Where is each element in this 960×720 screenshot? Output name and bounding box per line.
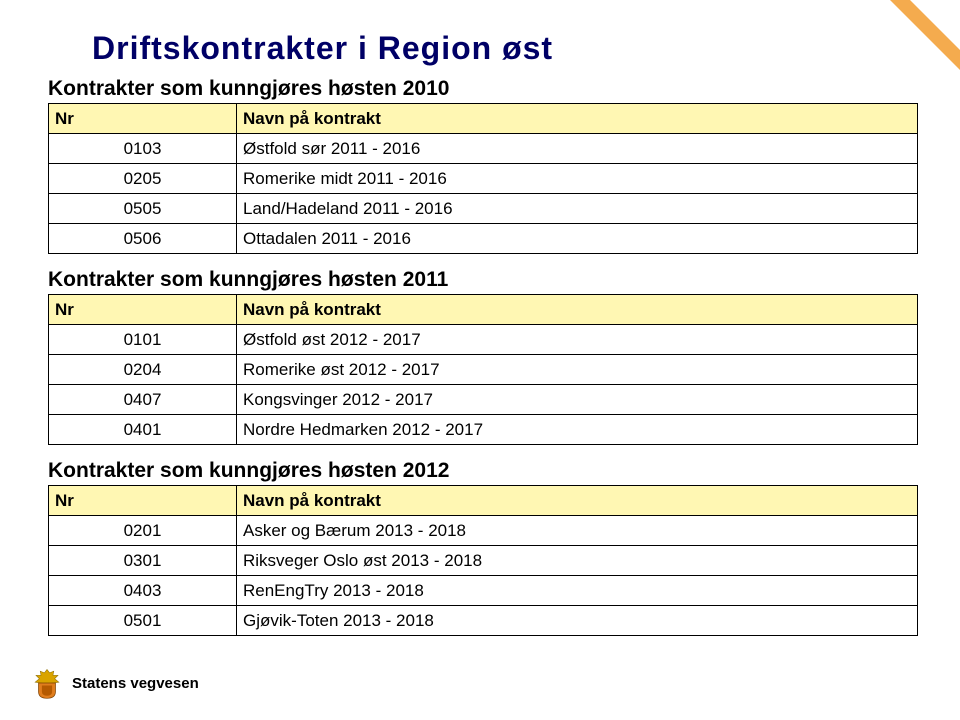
- cell-nr: 0301: [49, 546, 237, 576]
- table-row: 0301Riksveger Oslo øst 2013 - 2018: [49, 546, 918, 576]
- cell-name: Romerike øst 2012 - 2017: [237, 355, 918, 385]
- cell-name: Østfold sør 2011 - 2016: [237, 134, 918, 164]
- table-row: 0201Asker og Bærum 2013 - 2018: [49, 516, 918, 546]
- header-nr: Nr: [49, 295, 237, 325]
- contracts-table: Nr Navn på kontrakt 0103Østfold sør 2011…: [48, 103, 918, 254]
- contracts-table: Nr Navn på kontrakt 0101Østfold øst 2012…: [48, 294, 918, 445]
- slide: Driftskontrakter i Region øst Kontrakter…: [0, 0, 960, 720]
- cell-nr: 0201: [49, 516, 237, 546]
- cell-name: Gjøvik-Toten 2013 - 2018: [237, 606, 918, 636]
- cell-name: Riksveger Oslo øst 2013 - 2018: [237, 546, 918, 576]
- section-heading: Kontrakter som kunngjøres høsten 2010: [48, 77, 912, 101]
- table-row: 0506Ottadalen 2011 - 2016: [49, 224, 918, 254]
- cell-nr: 0204: [49, 355, 237, 385]
- cell-nr: 0103: [49, 134, 237, 164]
- header-name: Navn på kontrakt: [237, 295, 918, 325]
- cell-name: Østfold øst 2012 - 2017: [237, 325, 918, 355]
- table-row: 0501Gjøvik-Toten 2013 - 2018: [49, 606, 918, 636]
- cell-nr: 0407: [49, 385, 237, 415]
- corner-accent-inner: [910, 0, 960, 50]
- cell-nr: 0501: [49, 606, 237, 636]
- footer-org-name: Statens vegvesen: [72, 675, 199, 692]
- section-heading: Kontrakter som kunngjøres høsten 2012: [48, 459, 912, 483]
- cell-name: Kongsvinger 2012 - 2017: [237, 385, 918, 415]
- cell-nr: 0506: [49, 224, 237, 254]
- cell-name: Ottadalen 2011 - 2016: [237, 224, 918, 254]
- table-row: 0205Romerike midt 2011 - 2016: [49, 164, 918, 194]
- table-row: 0505Land/Hadeland 2011 - 2016: [49, 194, 918, 224]
- table-row: 0401Nordre Hedmarken 2012 - 2017: [49, 415, 918, 445]
- header-nr: Nr: [49, 486, 237, 516]
- cell-nr: 0505: [49, 194, 237, 224]
- section-heading: Kontrakter som kunngjøres høsten 2011: [48, 268, 912, 292]
- cell-nr: 0401: [49, 415, 237, 445]
- table-header-row: Nr Navn på kontrakt: [49, 295, 918, 325]
- cell-name: Nordre Hedmarken 2012 - 2017: [237, 415, 918, 445]
- contracts-table: Nr Navn på kontrakt 0201Asker og Bærum 2…: [48, 485, 918, 636]
- footer-logo: Statens vegvesen: [30, 666, 199, 700]
- table-row: 0407Kongsvinger 2012 - 2017: [49, 385, 918, 415]
- table-header-row: Nr Navn på kontrakt: [49, 486, 918, 516]
- cell-name: Asker og Bærum 2013 - 2018: [237, 516, 918, 546]
- cell-nr: 0403: [49, 576, 237, 606]
- table-header-row: Nr Navn på kontrakt: [49, 104, 918, 134]
- table-row: 0403RenEngTry 2013 - 2018: [49, 576, 918, 606]
- page-title: Driftskontrakter i Region øst: [92, 30, 912, 67]
- cell-name: Romerike midt 2011 - 2016: [237, 164, 918, 194]
- table-row: 0204Romerike øst 2012 - 2017: [49, 355, 918, 385]
- cell-name: Land/Hadeland 2011 - 2016: [237, 194, 918, 224]
- shield-crown-icon: [30, 666, 64, 700]
- cell-name: RenEngTry 2013 - 2018: [237, 576, 918, 606]
- header-name: Navn på kontrakt: [237, 486, 918, 516]
- cell-nr: 0205: [49, 164, 237, 194]
- table-row: 0101Østfold øst 2012 - 2017: [49, 325, 918, 355]
- header-nr: Nr: [49, 104, 237, 134]
- header-name: Navn på kontrakt: [237, 104, 918, 134]
- table-row: 0103Østfold sør 2011 - 2016: [49, 134, 918, 164]
- cell-nr: 0101: [49, 325, 237, 355]
